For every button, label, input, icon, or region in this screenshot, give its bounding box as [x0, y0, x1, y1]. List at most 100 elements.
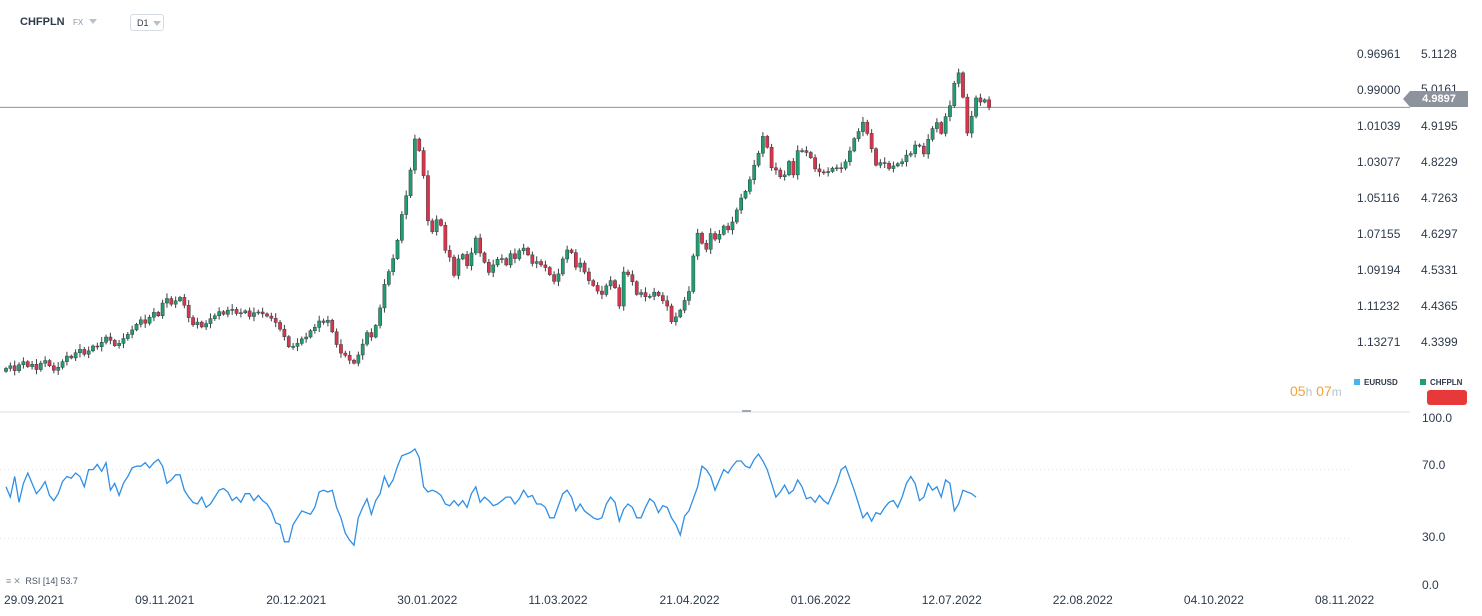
- candle[interactable]: [922, 142, 926, 157]
- candle[interactable]: [656, 290, 661, 297]
- candle[interactable]: [661, 292, 665, 304]
- candle[interactable]: [539, 259, 543, 268]
- candle[interactable]: [917, 143, 922, 148]
- candle[interactable]: [147, 314, 152, 326]
- candle[interactable]: [286, 335, 291, 349]
- candle[interactable]: [256, 309, 261, 315]
- candle[interactable]: [352, 358, 356, 365]
- candle[interactable]: [704, 239, 709, 253]
- candle[interactable]: [730, 216, 735, 235]
- candle[interactable]: [769, 143, 774, 171]
- candle[interactable]: [373, 323, 378, 339]
- candle[interactable]: [52, 362, 56, 374]
- candle[interactable]: [956, 68, 961, 88]
- candle[interactable]: [43, 356, 47, 368]
- candle[interactable]: [521, 243, 526, 255]
- candle[interactable]: [895, 162, 900, 168]
- candle[interactable]: [861, 116, 865, 137]
- candle[interactable]: [687, 286, 691, 306]
- candle[interactable]: [108, 332, 113, 345]
- candle[interactable]: [395, 238, 400, 260]
- candle[interactable]: [134, 322, 139, 332]
- candle[interactable]: [299, 336, 304, 346]
- symbol-dropdown-chevron-icon[interactable]: [89, 19, 97, 24]
- candle[interactable]: [787, 159, 791, 177]
- candle[interactable]: [186, 300, 191, 323]
- candle[interactable]: [534, 256, 539, 269]
- candle[interactable]: [169, 296, 174, 307]
- candle[interactable]: [469, 247, 474, 271]
- candle[interactable]: [460, 252, 465, 261]
- candle[interactable]: [643, 287, 648, 302]
- candle[interactable]: [265, 312, 269, 318]
- candle[interactable]: [434, 215, 439, 236]
- candle[interactable]: [291, 343, 295, 350]
- candle[interactable]: [669, 303, 674, 324]
- candle[interactable]: [826, 167, 830, 177]
- candle[interactable]: [386, 269, 391, 287]
- candle[interactable]: [843, 159, 848, 171]
- candle[interactable]: [574, 249, 578, 271]
- candle[interactable]: [295, 338, 300, 352]
- candle[interactable]: [765, 134, 770, 149]
- candle[interactable]: [378, 304, 382, 329]
- candle[interactable]: [313, 323, 317, 334]
- candle[interactable]: [212, 313, 217, 321]
- candle[interactable]: [626, 269, 630, 277]
- candle[interactable]: [252, 307, 256, 322]
- candle[interactable]: [426, 170, 430, 226]
- candle[interactable]: [247, 307, 252, 320]
- candle[interactable]: [665, 295, 670, 311]
- candle[interactable]: [621, 266, 626, 311]
- candle[interactable]: [926, 134, 931, 159]
- candle[interactable]: [500, 254, 504, 264]
- candle[interactable]: [882, 157, 887, 169]
- candle[interactable]: [25, 360, 30, 368]
- candle[interactable]: [65, 351, 69, 366]
- pane-resize-handle[interactable]: [742, 410, 751, 412]
- candle[interactable]: [73, 349, 78, 361]
- candle[interactable]: [504, 257, 509, 267]
- candle[interactable]: [782, 170, 787, 181]
- candle[interactable]: [878, 159, 883, 169]
- candle[interactable]: [726, 222, 730, 233]
- remove-indicator-icon[interactable]: ✕: [13, 576, 21, 586]
- candle[interactable]: [717, 229, 722, 244]
- candle[interactable]: [752, 159, 757, 185]
- candle[interactable]: [165, 293, 169, 308]
- candle[interactable]: [869, 129, 874, 153]
- candle[interactable]: [817, 163, 822, 177]
- candle[interactable]: [478, 233, 482, 257]
- candle[interactable]: [139, 316, 143, 328]
- candle[interactable]: [226, 306, 230, 318]
- candle[interactable]: [112, 338, 117, 347]
- candle[interactable]: [160, 299, 165, 319]
- candle[interactable]: [34, 359, 39, 375]
- candle[interactable]: [8, 362, 13, 372]
- candle[interactable]: [652, 287, 656, 301]
- candle[interactable]: [974, 95, 978, 119]
- candle[interactable]: [91, 344, 95, 353]
- candle[interactable]: [343, 350, 348, 358]
- candle[interactable]: [86, 346, 91, 359]
- candle[interactable]: [356, 351, 361, 367]
- candle[interactable]: [804, 146, 809, 157]
- candle[interactable]: [30, 360, 34, 370]
- candle[interactable]: [178, 295, 182, 303]
- candle[interactable]: [330, 318, 335, 334]
- candle[interactable]: [682, 297, 687, 314]
- candle[interactable]: [708, 228, 713, 254]
- candle[interactable]: [634, 280, 639, 296]
- candle[interactable]: [630, 270, 635, 286]
- candle[interactable]: [552, 271, 556, 285]
- candle[interactable]: [856, 128, 861, 142]
- candle[interactable]: [60, 359, 65, 370]
- candle[interactable]: [748, 176, 752, 195]
- candle[interactable]: [413, 134, 417, 174]
- candle[interactable]: [600, 285, 604, 300]
- candle[interactable]: [38, 360, 43, 372]
- indicator-settings-icon[interactable]: ≡: [6, 576, 12, 586]
- candle[interactable]: [987, 96, 991, 111]
- candle[interactable]: [865, 119, 870, 136]
